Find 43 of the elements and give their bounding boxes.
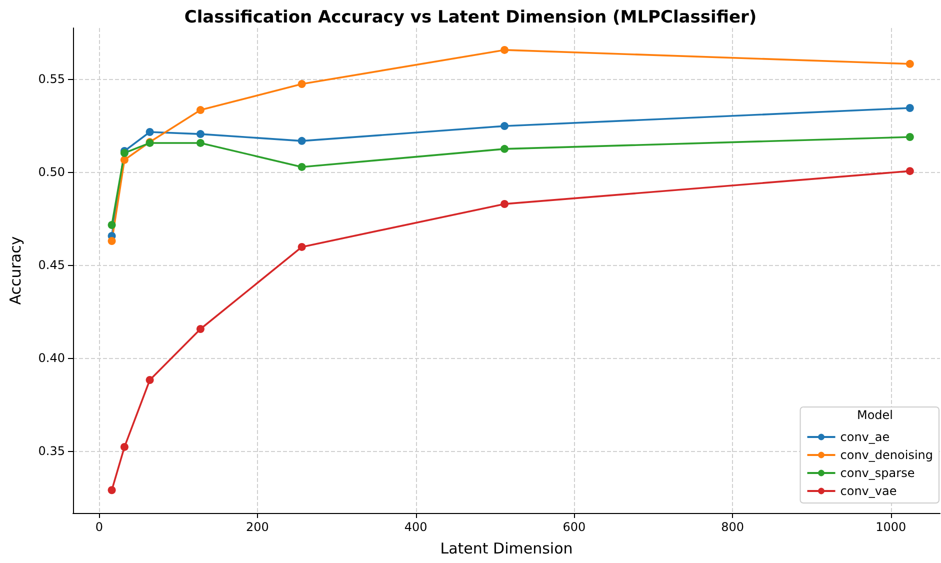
x-tick-label: 1000 [876,520,906,534]
point [146,376,154,384]
x-tick-label: 800 [721,520,744,534]
point [298,136,306,145]
point [108,221,116,230]
point [196,325,204,334]
point [298,80,306,88]
point [298,162,306,171]
point [196,138,204,147]
point [120,149,128,158]
x-tick-label: 400 [404,520,428,534]
y-tick-label: 0.50 [38,164,65,179]
point [906,133,914,142]
x-tick-label: 200 [246,520,269,534]
x-tick-label: 0 [95,520,103,534]
point [906,60,914,68]
legend-label: conv_sparse [840,466,915,480]
point [196,130,204,138]
y-tick-label: 0.45 [38,258,65,272]
point [108,486,116,494]
point [500,144,509,153]
legend-label: conv_ae [840,430,890,444]
point [120,442,128,451]
legend-label: conv_denoising [840,448,934,462]
point [500,46,509,54]
point [196,106,204,114]
y-tick-label: 0.40 [38,351,65,366]
legend-label: conv_vae [840,484,897,498]
y-tick-label: 0.35 [38,444,65,458]
point [906,167,914,176]
point [146,128,154,136]
x-tick-label: 600 [562,520,586,534]
point [120,156,128,164]
y-axis-title: Accuracy [6,236,24,305]
point [500,122,509,130]
x-axis-title: Latent Dimension [440,540,573,558]
chart-title: Classification Accuracy vs Latent Dimension (MLPClassifier) [184,8,757,28]
legend-title: Model [856,408,893,422]
point [906,104,914,112]
point [108,237,116,246]
point [500,200,509,208]
y-tick-label: 0.55 [38,72,65,86]
point [298,242,306,251]
